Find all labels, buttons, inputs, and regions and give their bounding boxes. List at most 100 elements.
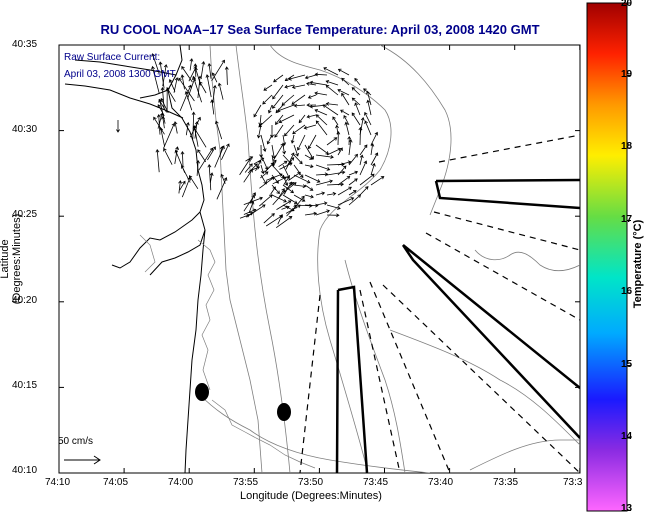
current-vector bbox=[216, 177, 228, 200]
current-vector bbox=[303, 124, 317, 130]
current-vector bbox=[291, 94, 306, 105]
current-vector bbox=[283, 176, 290, 185]
current-vector bbox=[304, 164, 314, 169]
current-vector bbox=[285, 152, 295, 170]
current-vector bbox=[359, 154, 364, 166]
current-vector bbox=[285, 204, 301, 214]
current-vector bbox=[193, 126, 207, 148]
current-vector bbox=[325, 80, 339, 86]
current-vector bbox=[116, 120, 120, 133]
current-vector bbox=[304, 74, 317, 80]
current-vector bbox=[275, 114, 284, 125]
current-vector bbox=[287, 157, 295, 166]
current-vector bbox=[185, 121, 190, 136]
current-vector bbox=[337, 186, 352, 196]
y-tick-label: 40:25 bbox=[12, 209, 38, 220]
current-vector bbox=[348, 178, 358, 186]
current-vector bbox=[248, 200, 255, 213]
current-vector bbox=[260, 134, 267, 153]
current-vector bbox=[262, 94, 273, 105]
current-vector bbox=[273, 74, 284, 83]
current-vector bbox=[341, 92, 350, 106]
current-vector bbox=[267, 104, 273, 114]
current-vector bbox=[156, 114, 161, 135]
current-vector bbox=[288, 74, 306, 81]
current-vector bbox=[283, 181, 293, 195]
colorbar-tick-label: 16 bbox=[621, 286, 633, 297]
current-vector bbox=[370, 176, 385, 186]
colorbar-tick-label: 18 bbox=[621, 141, 633, 152]
current-vector bbox=[214, 120, 223, 140]
current-vector bbox=[359, 160, 368, 176]
current-vector bbox=[337, 89, 350, 96]
current-vector bbox=[304, 203, 319, 208]
current-vector bbox=[288, 171, 301, 181]
current-vector bbox=[253, 104, 262, 118]
current-vector bbox=[198, 147, 214, 171]
current-vector bbox=[298, 114, 306, 124]
current-vector bbox=[307, 94, 317, 99]
current-vector bbox=[359, 173, 375, 186]
current-vector bbox=[293, 194, 306, 202]
current-vector bbox=[200, 60, 206, 79]
current-vector bbox=[217, 82, 224, 100]
current-vector bbox=[199, 81, 207, 94]
current-vector bbox=[272, 94, 284, 109]
colorbar-label: Temperature (°C) bbox=[632, 219, 644, 309]
current-vector bbox=[348, 170, 359, 176]
current-vector bbox=[314, 91, 328, 96]
current-vector bbox=[284, 84, 295, 89]
current-vector bbox=[151, 65, 160, 94]
current-vector bbox=[370, 162, 376, 176]
current-vector bbox=[337, 175, 351, 186]
current-vector bbox=[304, 184, 314, 191]
current-vector bbox=[340, 109, 350, 116]
current-vector bbox=[278, 188, 285, 199]
x-axis-ticks bbox=[58, 45, 581, 473]
current-vector bbox=[279, 162, 293, 170]
current-vector bbox=[326, 191, 337, 196]
current-vector bbox=[224, 66, 229, 85]
current-vector bbox=[370, 152, 379, 166]
current-vector bbox=[348, 138, 353, 156]
current-vector bbox=[272, 176, 287, 185]
current-vector bbox=[161, 115, 165, 129]
current-vector bbox=[260, 164, 265, 175]
current-vector bbox=[272, 84, 284, 100]
current-vector bbox=[364, 111, 372, 126]
current-vector bbox=[259, 194, 273, 207]
current-vector bbox=[211, 72, 218, 83]
colorbar bbox=[586, 2, 628, 512]
current-vector bbox=[253, 157, 265, 165]
current-vector bbox=[337, 147, 343, 156]
current-vector bbox=[306, 114, 317, 119]
current-vector bbox=[157, 112, 164, 129]
current-vector bbox=[255, 159, 262, 172]
x-tick-label: 73:55 bbox=[233, 477, 259, 488]
current-vector bbox=[243, 208, 257, 215]
colorbar-ticks bbox=[627, 2, 631, 511]
current-vector bbox=[178, 77, 195, 102]
y-tick-label: 40:15 bbox=[12, 380, 38, 391]
current-vector bbox=[315, 164, 331, 171]
current-vector bbox=[309, 80, 328, 86]
current-vector bbox=[179, 84, 192, 112]
current-vector bbox=[174, 146, 180, 164]
x-tick-label: 73:50 bbox=[298, 477, 324, 488]
x-tick-label: 73:35 bbox=[493, 477, 519, 488]
current-vector bbox=[165, 87, 170, 113]
current-vector bbox=[343, 115, 350, 126]
current-vector bbox=[315, 191, 326, 196]
current-vector bbox=[315, 154, 334, 159]
current-vector bbox=[315, 114, 328, 126]
current-vector bbox=[297, 134, 306, 151]
scale-arrow bbox=[64, 455, 101, 465]
current-vector bbox=[293, 144, 299, 157]
current-vector bbox=[293, 103, 306, 108]
current-vector bbox=[351, 97, 361, 106]
current-vector bbox=[282, 194, 298, 204]
current-vector bbox=[366, 90, 372, 106]
current-vector bbox=[370, 131, 378, 146]
current-vector bbox=[366, 99, 372, 116]
